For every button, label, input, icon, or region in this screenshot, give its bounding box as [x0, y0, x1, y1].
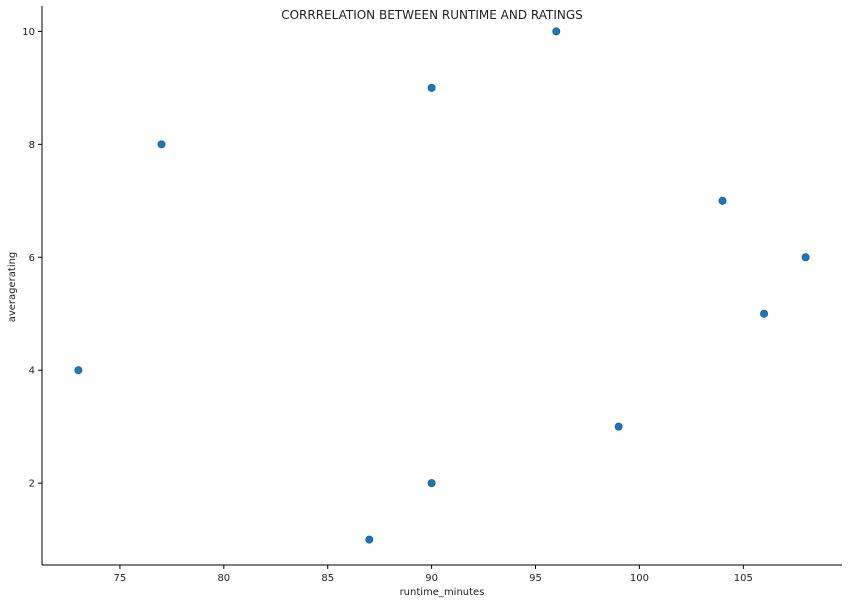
y-tick-label: 4	[29, 366, 35, 377]
data-point	[427, 83, 436, 92]
data-point	[427, 479, 436, 488]
data-point	[157, 140, 166, 149]
y-tick-label: 6	[29, 253, 35, 264]
data-point	[760, 309, 769, 318]
data-point	[718, 196, 727, 205]
chart-title: CORRRELATION BETWEEN RUNTIME AND RATINGS	[281, 8, 583, 22]
y-tick-label: 10	[22, 27, 35, 38]
data-point	[801, 253, 810, 262]
x-tick-label: 105	[734, 573, 753, 584]
x-axis-label: runtime_minutes	[400, 587, 485, 598]
y-axis-label: averagerating	[7, 252, 18, 323]
plot-area	[74, 27, 810, 544]
x-tick-label: 95	[529, 573, 542, 584]
x-tick-label: 75	[114, 573, 127, 584]
data-point	[552, 27, 561, 36]
x-tick-label: 85	[321, 573, 334, 584]
data-point	[74, 366, 83, 375]
x-tick-label: 90	[425, 573, 438, 584]
x-tick-label: 100	[630, 573, 649, 584]
y-tick-label: 8	[29, 140, 35, 151]
y-axis-ticks: 2 4 6 8 10	[22, 27, 42, 490]
x-axis-ticks: 75 80 85 90 95 100 105	[114, 565, 753, 584]
data-point	[614, 422, 623, 431]
x-tick-label: 80	[217, 573, 230, 584]
y-tick-label: 2	[29, 479, 35, 490]
data-point	[365, 535, 374, 544]
